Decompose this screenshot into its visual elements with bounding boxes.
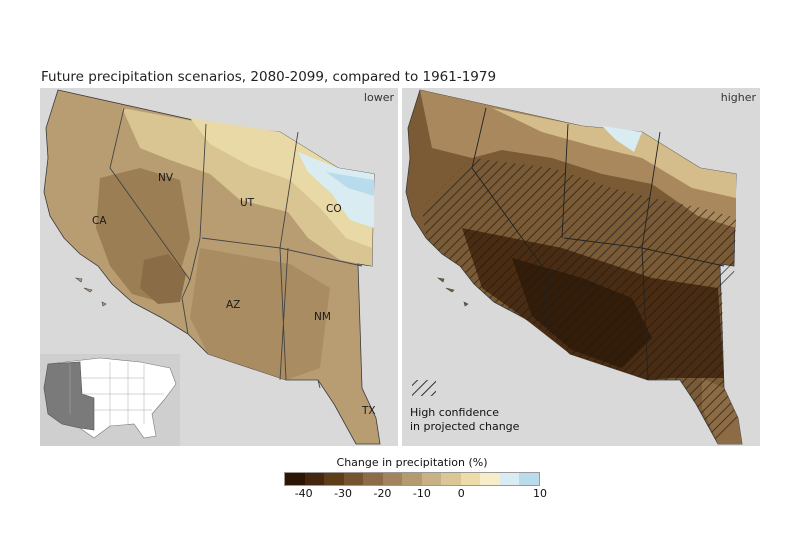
legend-swatch <box>421 473 442 485</box>
colorado-wet-core <box>326 172 374 196</box>
state-borders <box>109 107 363 389</box>
legend-swatch <box>324 473 344 485</box>
label-tx: TX <box>361 405 376 417</box>
legend-ticks: -40 -30 -20 -10 0 10 <box>284 486 547 502</box>
us-locator-inset <box>40 354 180 446</box>
scenario-label-higher: higher <box>720 91 756 104</box>
legend-tick-label: 10 <box>533 487 547 500</box>
label-co: CO <box>326 203 342 215</box>
ne-wet-zone <box>602 126 642 152</box>
channel-islands <box>436 277 469 307</box>
lower-scenario-map: CA NV UT CO AZ NM TX lower <box>40 88 398 446</box>
label-ca: CA <box>92 215 107 227</box>
scenario-label-lower: lower <box>363 91 394 104</box>
legend-swatch <box>480 473 500 485</box>
legend-tick-label: -20 <box>373 487 392 500</box>
color-legend: Change in precipitation (%) -40 -30 -20 -10… <box>284 456 547 502</box>
hatch-legend-text: High confidence in projected change <box>410 406 519 434</box>
legend-tick-label: -30 <box>334 487 353 500</box>
north-band-light <box>492 108 736 198</box>
legend-swatch <box>363 473 383 485</box>
north-band <box>420 90 736 228</box>
legend-tick-label: 0 <box>457 487 465 500</box>
colorado-wet-zone <box>298 152 374 228</box>
legend-swatch <box>285 473 305 485</box>
north-band <box>122 108 374 266</box>
label-nm: NM <box>314 311 331 323</box>
confidence-hatching <box>422 158 738 444</box>
south-dry <box>190 248 330 380</box>
label-nv: NV <box>158 172 174 184</box>
legend-swatch <box>460 473 481 485</box>
legend-swatch <box>304 473 325 485</box>
legend-tick-label: -10 <box>412 487 431 500</box>
legend-swatch <box>343 473 364 485</box>
legend-swatch <box>441 473 461 485</box>
hatch-legend-line2: in projected change <box>410 420 520 433</box>
state-borders <box>471 107 725 381</box>
hatch-legend-line1: High confidence <box>410 406 499 419</box>
north-band-light <box>190 118 374 248</box>
lower-map-svg: CA NV UT CO AZ NM TX <box>43 89 381 445</box>
label-az: AZ <box>226 299 240 311</box>
legend-title: Change in precipitation (%) <box>336 456 488 469</box>
map-title: Future precipitation scenarios, 2080-209… <box>41 69 497 85</box>
label-ut: UT <box>240 197 255 209</box>
legend-swatch <box>499 473 520 485</box>
legend-tick-label: -40 <box>294 487 313 500</box>
higher-map-svg <box>405 89 743 445</box>
legend-swatch <box>382 473 403 485</box>
legend-color-bar <box>284 472 540 486</box>
higher-scenario-map: higher High confidence in projected chan… <box>402 88 760 446</box>
channel-islands <box>74 277 107 307</box>
hatch-legend-swatch <box>412 380 436 396</box>
locator-svg <box>43 357 177 439</box>
dry-core-darker <box>140 254 186 304</box>
legend-swatch <box>402 473 422 485</box>
legend-swatch <box>519 473 539 485</box>
